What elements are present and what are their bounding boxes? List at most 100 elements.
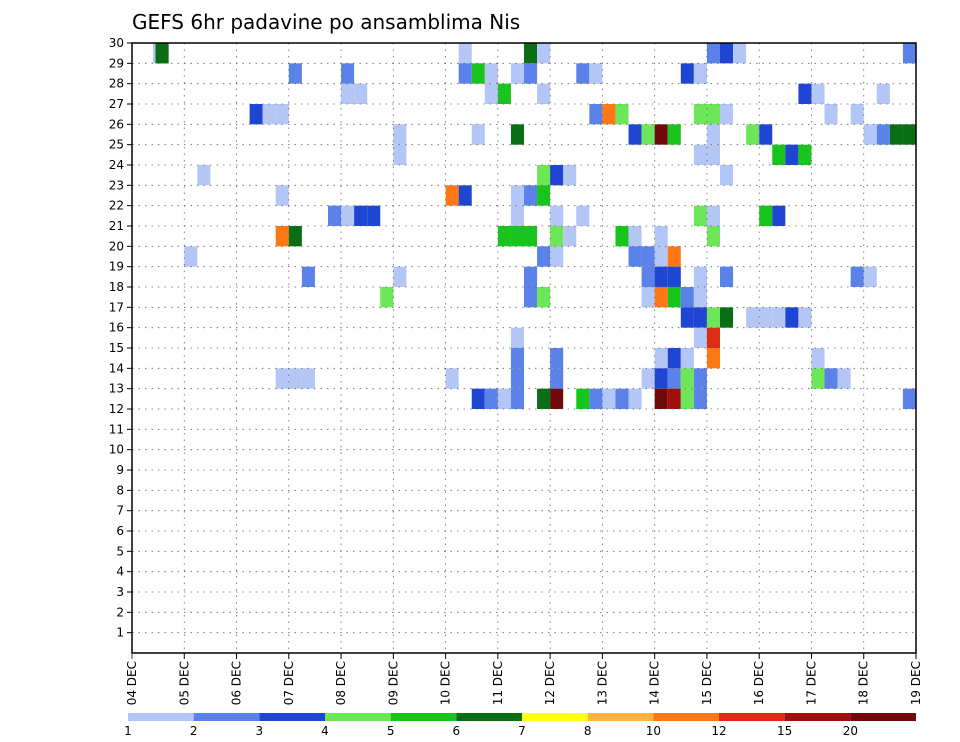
x-tick-label: 10 DEC	[439, 661, 453, 705]
heatmap-cell	[693, 144, 707, 165]
heatmap-cell	[641, 368, 655, 389]
heatmap-cell	[602, 388, 616, 409]
heatmap-cell	[706, 226, 720, 247]
heatmap-cell	[902, 388, 916, 409]
heatmap-cell	[380, 287, 394, 308]
heatmap-cell	[458, 185, 472, 206]
y-tick-label: 29	[109, 56, 124, 70]
legend-label: 5	[387, 724, 395, 738]
heatmap-cell	[667, 124, 681, 145]
legend-label: 3	[256, 724, 264, 738]
heatmap-cell	[354, 83, 368, 104]
heatmap-cell	[759, 205, 773, 226]
heatmap-cell	[654, 368, 668, 389]
heatmap-cell	[824, 368, 838, 389]
heatmap-cell	[811, 83, 825, 104]
heatmap-cell	[850, 266, 864, 287]
legend-label: 12	[711, 724, 726, 738]
heatmap-cell	[275, 368, 289, 389]
heatmap-cell	[733, 43, 747, 64]
heatmap-cell	[537, 43, 551, 64]
legend-color-box	[325, 713, 391, 721]
heatmap-cell	[184, 246, 198, 267]
heatmap-cell	[537, 83, 551, 104]
heatmap-cell	[563, 165, 577, 186]
heatmap-cell	[524, 226, 538, 247]
x-tick-label: 19 DEC	[909, 661, 923, 705]
y-tick-label: 13	[109, 382, 124, 396]
heatmap-cell	[537, 287, 551, 308]
y-tick-label: 7	[116, 504, 124, 518]
heatmap-cell	[667, 246, 681, 267]
y-tick-label: 3	[116, 585, 124, 599]
y-tick-label: 25	[109, 138, 124, 152]
heatmap-cell	[484, 63, 498, 84]
y-tick-label: 12	[109, 402, 124, 416]
heatmap-cell	[811, 348, 825, 369]
heatmap-cell	[628, 388, 642, 409]
heatmap-cell	[902, 43, 916, 64]
heatmap-cell	[889, 124, 903, 145]
heatmap-cell	[654, 266, 668, 287]
heatmap-cell	[537, 185, 551, 206]
heatmap-cell	[576, 63, 590, 84]
heatmap-cell	[693, 388, 707, 409]
legend-label: 1	[124, 724, 132, 738]
heatmap-cell	[510, 63, 524, 84]
legend-label: 7	[518, 724, 526, 738]
legend-label: 4	[321, 724, 329, 738]
heatmap-cell	[550, 348, 564, 369]
heatmap-cell	[706, 43, 720, 64]
heatmap-cell	[550, 165, 564, 186]
x-tick-label: 04 DEC	[125, 661, 139, 705]
heatmap-cell	[876, 83, 890, 104]
heatmap-cell	[393, 266, 407, 287]
heatmap-cell	[667, 287, 681, 308]
heatmap-cell	[354, 205, 368, 226]
heatmap-cell	[667, 368, 681, 389]
heatmap-cell	[641, 124, 655, 145]
x-tick-label: 16 DEC	[752, 661, 766, 705]
y-tick-label: 6	[116, 524, 124, 538]
heatmap-cell	[524, 287, 538, 308]
heatmap-cell	[759, 307, 773, 328]
heatmap-cell	[550, 368, 564, 389]
heatmap-cell	[693, 104, 707, 125]
chart-title: GEFS 6hr padavine po ansamblima Nis	[132, 10, 520, 34]
heatmap-cell	[275, 104, 289, 125]
legend-label: 10	[646, 724, 661, 738]
heatmap-cell	[484, 83, 498, 104]
heatmap-cell	[471, 124, 485, 145]
heatmap-cell	[706, 348, 720, 369]
heatmap-cell	[589, 104, 603, 125]
heatmap-cell	[654, 246, 668, 267]
heatmap-cell	[288, 226, 302, 247]
heatmap-cell	[798, 307, 812, 328]
heatmap-cell	[550, 205, 564, 226]
y-tick-label: 8	[116, 483, 124, 497]
x-tick-label: 14 DEC	[648, 661, 662, 705]
y-tick-label: 27	[109, 97, 124, 111]
legend-color-box	[784, 713, 851, 721]
heatmap-cell	[706, 327, 720, 348]
legend-color-box	[653, 713, 719, 721]
heatmap-cell	[262, 104, 276, 125]
heatmap-cell	[680, 388, 694, 409]
x-tick-label: 17 DEC	[804, 661, 818, 705]
heatmap-cell	[589, 388, 603, 409]
heatmap-cell	[785, 144, 799, 165]
heatmap-cell	[576, 205, 590, 226]
heatmap-cell	[720, 43, 734, 64]
y-tick-label: 24	[109, 158, 124, 172]
heatmap-cell	[720, 104, 734, 125]
heatmap-cell	[628, 246, 642, 267]
heatmap-cell	[550, 388, 564, 409]
heatmap-cell	[393, 144, 407, 165]
heatmap-cell	[641, 287, 655, 308]
legend-label: 6	[453, 724, 461, 738]
heatmap-cell	[720, 266, 734, 287]
heatmap-cell	[524, 185, 538, 206]
heatmap-cell	[484, 388, 498, 409]
x-tick-label: 12 DEC	[543, 661, 557, 705]
